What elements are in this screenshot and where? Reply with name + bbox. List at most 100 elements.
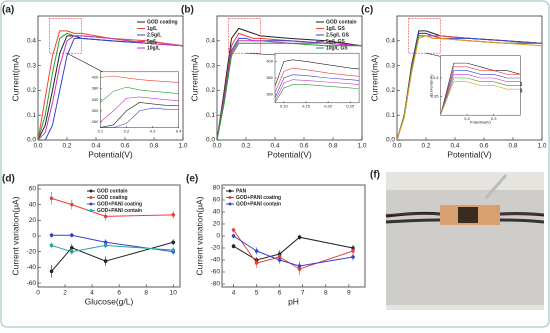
x-tick-label: 4	[90, 290, 94, 297]
legend-marker	[228, 202, 232, 206]
marker	[103, 243, 108, 248]
marker	[49, 233, 54, 238]
x-tick-label: 2	[63, 290, 67, 297]
y-tick-label: 340	[92, 97, 99, 102]
marker	[49, 269, 54, 274]
legend-marker	[89, 209, 93, 212]
marker	[351, 249, 355, 253]
series-group	[275, 59, 360, 103]
plot-frame	[274, 52, 360, 104]
marker	[103, 259, 108, 263]
legend-label: GOD+PANI contain	[97, 208, 142, 214]
y-tick-label: 0.4	[206, 38, 215, 45]
series-line	[100, 86, 179, 103]
y-tick-label: 0.0	[386, 137, 395, 144]
legend-label: PAN	[236, 188, 247, 194]
x-tick-label: 0.4	[450, 143, 459, 150]
legend-label: GOD coating	[147, 19, 178, 25]
y-tick-label: 0.1	[206, 112, 215, 119]
legend-label: 2.5g/L	[147, 32, 161, 38]
series-line	[38, 35, 183, 140]
x-tick-label: 0.2	[421, 143, 430, 150]
legend-label: 1g/L	[147, 26, 157, 32]
y-axis-label: Current(mA)	[369, 54, 379, 101]
panel-label: (d)	[2, 174, 15, 185]
series-line	[275, 84, 360, 103]
legend-label: 1g/L GS	[326, 26, 345, 32]
x-tick-label: 0	[36, 290, 40, 297]
x-tick-label: 0.2	[241, 143, 250, 150]
legend-label: GOD+PANI contain	[236, 201, 281, 207]
zoom-box	[228, 18, 261, 54]
plot: 4 5 6 7 8 9 -80 -60 -40 -20 0 20 40 60 80 pH Current var…	[186, 174, 366, 306]
legend-marker	[89, 189, 93, 193]
series-line	[397, 35, 542, 140]
x-tick-label: 0.0	[392, 143, 401, 150]
y-tick-label: 0.3	[27, 62, 36, 69]
series-line	[100, 96, 179, 123]
marker	[231, 228, 236, 232]
x-axis-label: Potential(V)	[267, 149, 312, 159]
legend-label: 2.5g/L GS	[326, 32, 350, 38]
y-tick-label: 360	[266, 92, 273, 97]
series-line	[100, 102, 179, 128]
series-group	[100, 75, 179, 128]
x-tick-label: 0.10	[280, 103, 289, 108]
x-tick-label: 10	[170, 290, 178, 297]
x-tick-label: 0.15	[302, 103, 311, 108]
zoom-box	[49, 18, 82, 54]
series-line	[217, 42, 362, 140]
series-line	[275, 79, 360, 102]
series-line	[217, 27, 362, 140]
marker	[297, 264, 302, 268]
x-tick-label: 1.0	[178, 143, 187, 150]
x-tick-label: 5	[255, 290, 259, 297]
plot: 0.10 0.15 0.20 0.25 360 380 400	[266, 52, 360, 108]
series-line	[51, 241, 174, 272]
y-tick-label: 380	[266, 75, 273, 80]
y-tick-label: 260	[92, 119, 99, 124]
series-line	[440, 81, 521, 116]
marker	[297, 235, 302, 239]
x-tick-label: 0.6	[299, 143, 308, 150]
photo: (f)	[370, 170, 545, 310]
y-tick-label: 20	[29, 217, 37, 224]
y-axis-label: Current(mA)	[429, 74, 434, 97]
y-tick-label: -20	[27, 248, 37, 255]
y-tick-label: -60	[27, 280, 37, 287]
x-tick-label: 0.3	[491, 116, 497, 121]
x-tick-label: 0.20	[324, 103, 333, 108]
series-line	[440, 77, 521, 116]
series-group	[38, 30, 183, 140]
legend-label: 5g/L GS	[326, 39, 345, 45]
x-tick-label: 0.4	[91, 143, 100, 150]
y-tick-label: 0.2	[386, 87, 395, 94]
y-axis-label: Current(mA)	[10, 54, 20, 101]
y-tick-label: -80	[211, 281, 221, 288]
x-tick-label: 0.6	[479, 143, 488, 150]
legend-marker	[89, 202, 93, 206]
marker	[171, 248, 176, 252]
series-line	[38, 30, 183, 140]
pipette	[484, 174, 508, 199]
legend-marker	[228, 196, 232, 199]
legend-label: GOD contain	[326, 19, 357, 25]
panel-label: (a)	[2, 5, 14, 16]
y-tick-label: -60	[211, 269, 221, 276]
x-axis-label: pH	[288, 296, 299, 306]
zoom-box	[408, 18, 441, 54]
series-line	[440, 62, 521, 116]
x-tick-label: 1.0	[357, 143, 366, 150]
x-tick-label: 0.4	[270, 143, 279, 150]
y-tick-label: 80	[213, 185, 221, 192]
x-axis-label: Potential(V)	[447, 149, 492, 159]
marker	[49, 196, 54, 201]
y-tick-label: 0.3	[206, 62, 215, 69]
x-tick-label: 0.25	[346, 103, 355, 108]
plot: 0.1 0.2 0.3 0.4 260 300 340 380 420	[92, 71, 182, 133]
series-line	[100, 107, 179, 128]
